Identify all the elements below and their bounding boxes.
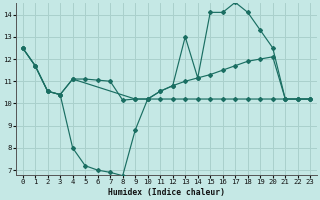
X-axis label: Humidex (Indice chaleur): Humidex (Indice chaleur) (108, 188, 225, 197)
